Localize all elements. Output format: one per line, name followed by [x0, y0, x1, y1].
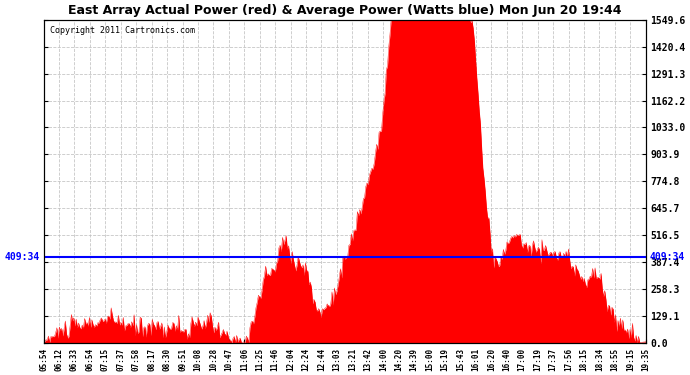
Text: Copyright 2011 Cartronics.com: Copyright 2011 Cartronics.com: [50, 26, 195, 35]
Text: 409:34: 409:34: [650, 252, 685, 262]
Title: East Array Actual Power (red) & Average Power (Watts blue) Mon Jun 20 19:44: East Array Actual Power (red) & Average …: [68, 4, 622, 17]
Text: 409:34: 409:34: [4, 252, 39, 262]
